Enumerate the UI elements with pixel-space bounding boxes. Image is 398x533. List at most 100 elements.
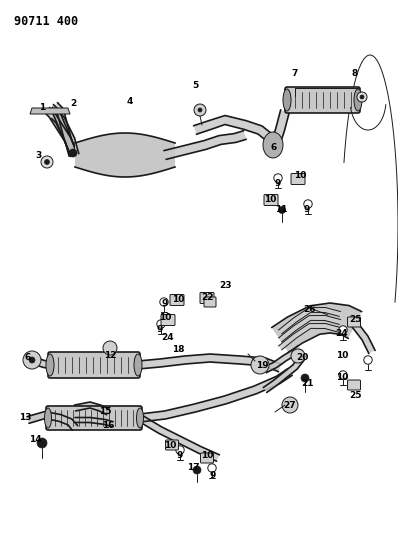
Text: 19: 19	[256, 360, 268, 369]
Text: 10: 10	[336, 351, 348, 359]
Circle shape	[157, 320, 165, 328]
FancyBboxPatch shape	[201, 453, 213, 463]
Text: 22: 22	[201, 294, 213, 303]
Text: 4: 4	[127, 96, 133, 106]
Text: 9: 9	[162, 298, 168, 308]
Text: 7: 7	[292, 69, 298, 77]
Circle shape	[29, 357, 35, 363]
Text: 9: 9	[304, 206, 310, 214]
Circle shape	[194, 104, 206, 116]
Ellipse shape	[354, 89, 362, 111]
Polygon shape	[138, 415, 219, 461]
FancyBboxPatch shape	[170, 295, 184, 305]
FancyBboxPatch shape	[46, 406, 142, 430]
Circle shape	[291, 349, 305, 363]
Text: 27: 27	[284, 400, 297, 409]
FancyBboxPatch shape	[347, 317, 361, 327]
Text: 15: 15	[99, 408, 111, 416]
Circle shape	[45, 159, 49, 165]
Text: 90711 400: 90711 400	[14, 15, 78, 28]
Text: 1: 1	[39, 103, 45, 112]
Text: 23: 23	[219, 280, 231, 289]
Polygon shape	[193, 116, 279, 148]
Circle shape	[193, 466, 201, 474]
Text: 6: 6	[25, 353, 31, 362]
Text: 10: 10	[159, 313, 171, 322]
Text: 13: 13	[19, 414, 31, 423]
FancyBboxPatch shape	[347, 380, 361, 390]
Circle shape	[360, 95, 364, 99]
Text: 9: 9	[157, 326, 163, 335]
Polygon shape	[30, 108, 70, 114]
Text: 25: 25	[349, 391, 361, 400]
Ellipse shape	[283, 89, 291, 111]
Text: 10: 10	[201, 450, 213, 459]
Text: 9: 9	[210, 471, 216, 480]
Polygon shape	[352, 323, 375, 353]
Text: 24: 24	[162, 334, 174, 343]
Circle shape	[37, 438, 47, 448]
Ellipse shape	[46, 354, 54, 376]
Polygon shape	[51, 111, 79, 156]
Polygon shape	[74, 402, 109, 415]
FancyBboxPatch shape	[166, 440, 178, 450]
FancyBboxPatch shape	[204, 297, 216, 307]
FancyBboxPatch shape	[291, 174, 305, 184]
Text: 6: 6	[271, 143, 277, 152]
Text: 20: 20	[296, 353, 308, 362]
Circle shape	[357, 92, 367, 102]
FancyBboxPatch shape	[200, 293, 214, 303]
Polygon shape	[279, 308, 341, 334]
Circle shape	[279, 206, 285, 214]
Text: 9: 9	[177, 450, 183, 459]
FancyBboxPatch shape	[161, 314, 175, 326]
Ellipse shape	[134, 354, 142, 376]
Polygon shape	[45, 108, 77, 156]
Text: 26: 26	[304, 305, 316, 314]
Text: 12: 12	[104, 351, 116, 359]
Circle shape	[274, 174, 282, 182]
Ellipse shape	[263, 132, 283, 158]
Polygon shape	[140, 369, 292, 422]
Polygon shape	[53, 102, 77, 156]
Circle shape	[160, 298, 168, 306]
Circle shape	[339, 326, 347, 334]
Circle shape	[176, 446, 184, 454]
Ellipse shape	[45, 408, 51, 428]
Text: 24: 24	[336, 328, 348, 337]
Polygon shape	[164, 131, 246, 159]
Circle shape	[304, 200, 312, 208]
Circle shape	[364, 356, 372, 364]
Text: 10: 10	[264, 196, 276, 205]
Text: 5: 5	[192, 80, 198, 90]
Circle shape	[69, 149, 77, 157]
Polygon shape	[27, 411, 78, 430]
Text: 25: 25	[349, 316, 361, 325]
Circle shape	[103, 341, 117, 355]
Polygon shape	[263, 346, 302, 373]
Polygon shape	[263, 356, 304, 392]
FancyBboxPatch shape	[48, 352, 140, 378]
Circle shape	[208, 464, 216, 472]
Polygon shape	[31, 357, 51, 368]
FancyBboxPatch shape	[285, 87, 360, 113]
Text: 16: 16	[102, 421, 114, 430]
Circle shape	[198, 108, 202, 112]
Polygon shape	[279, 316, 341, 342]
Text: 11: 11	[275, 206, 287, 214]
Circle shape	[301, 374, 309, 382]
Text: 10: 10	[294, 171, 306, 180]
Text: 10: 10	[172, 295, 184, 304]
Polygon shape	[138, 354, 281, 372]
Polygon shape	[49, 104, 77, 156]
Text: 18: 18	[172, 345, 184, 354]
Text: 17: 17	[187, 464, 199, 472]
Ellipse shape	[137, 408, 144, 428]
Text: 9: 9	[275, 179, 281, 188]
Polygon shape	[75, 133, 175, 177]
Polygon shape	[272, 303, 362, 352]
Text: 10: 10	[164, 440, 176, 449]
FancyBboxPatch shape	[264, 195, 278, 206]
Text: 14: 14	[29, 435, 41, 445]
Text: 10: 10	[336, 374, 348, 383]
